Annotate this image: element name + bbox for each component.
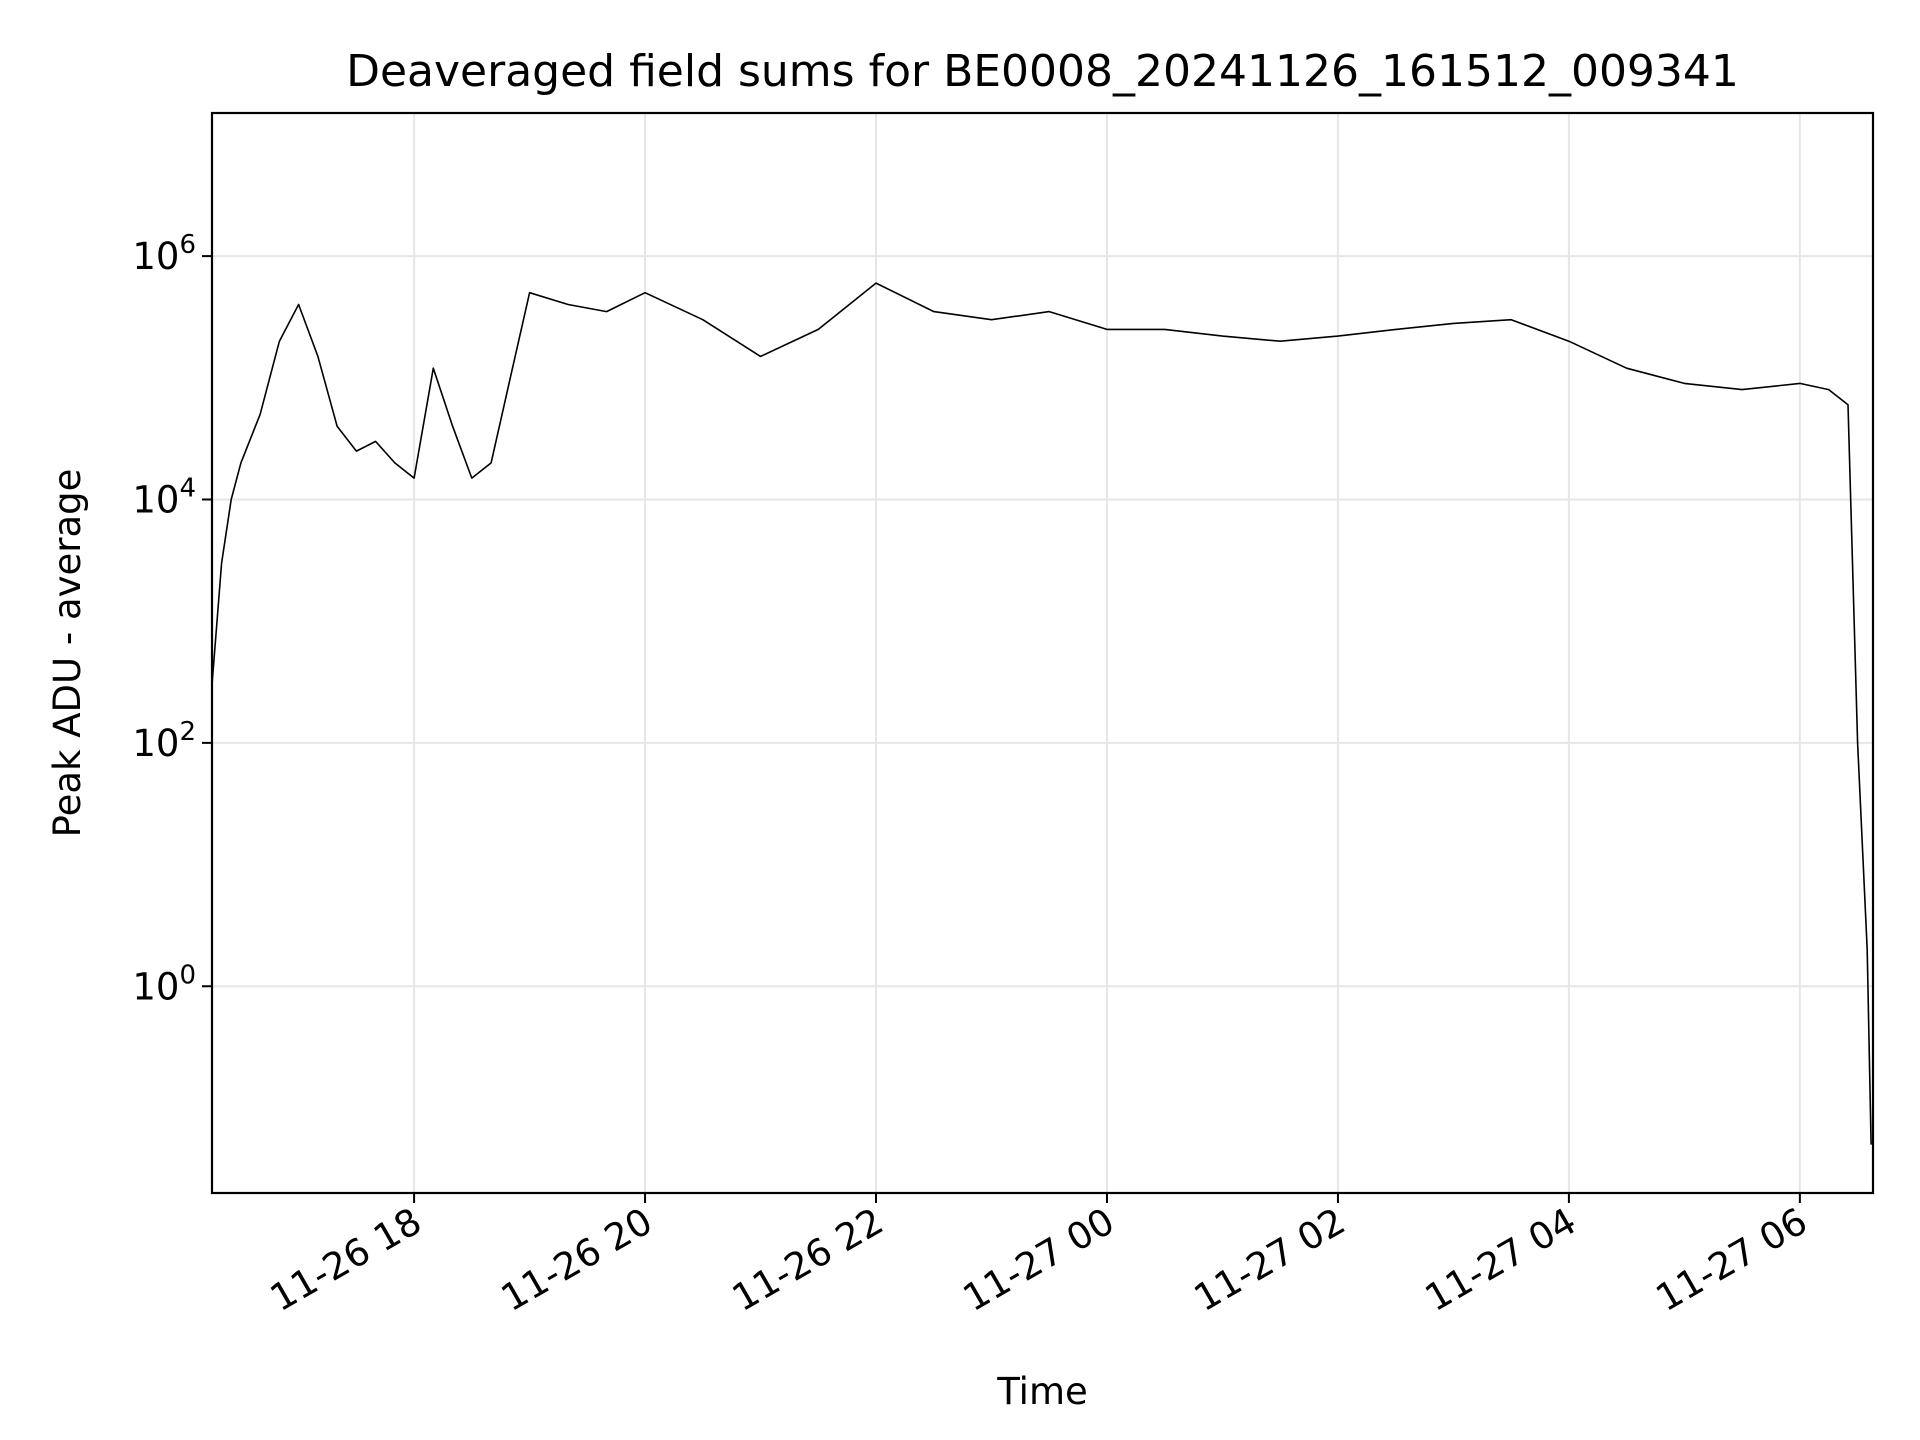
- y-tick-exponent: 0: [179, 960, 196, 990]
- y-tick-base: 10: [132, 235, 179, 278]
- y-tick-exponent: 4: [179, 473, 196, 503]
- x-axis-title: Time: [996, 1370, 1088, 1413]
- y-tick-base: 10: [132, 722, 179, 765]
- chart-title: Deaveraged field sums for BE0008_2024112…: [346, 46, 1739, 97]
- series-line: [211, 282, 1872, 1145]
- y-tick-label: 102: [132, 717, 196, 765]
- y-tick-label: 100: [132, 960, 196, 1008]
- y-tick-label: 104: [132, 473, 196, 521]
- y-tick-exponent: 2: [179, 717, 196, 747]
- y-axis-title: Peak ADU - average: [46, 469, 89, 838]
- y-tick-base: 10: [132, 965, 179, 1008]
- y-tick-exponent: 6: [179, 230, 196, 260]
- series-layer: [211, 282, 1872, 1145]
- plot-frame: [210, 111, 1875, 1195]
- y-tick-base: 10: [132, 478, 179, 521]
- y-tick-label: 106: [132, 230, 196, 278]
